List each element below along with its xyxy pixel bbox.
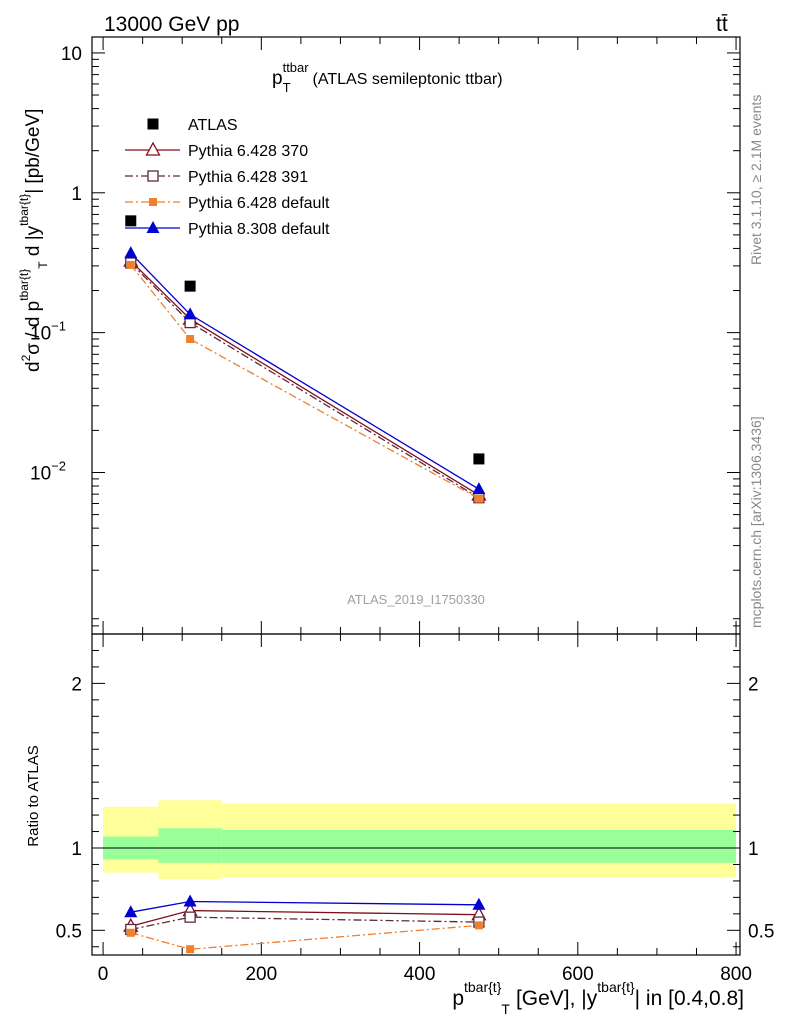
x-tick-label: 800 — [720, 964, 752, 985]
legend-label: ATLAS — [188, 117, 238, 134]
ratio-data-point — [472, 897, 486, 910]
series-3 — [126, 260, 483, 503]
data-point — [125, 215, 137, 227]
main-y-axis-label: d2σ / d ptbar{t}T d |ytbar{t}| [pb/GeV] — [17, 109, 50, 372]
process-label: tt̄ — [716, 13, 728, 36]
ratio-series-layer — [123, 894, 487, 954]
plot-title: pttbar T (ATLAS semileptonic ttbar) — [272, 60, 503, 95]
mcplots-credit-text: mcplots.cern.ch [arXiv:1306.3436] — [748, 416, 764, 628]
x-tick-label: 400 — [404, 964, 436, 985]
data-point — [183, 307, 197, 320]
legend-entry: Pythia 6.428 default — [125, 195, 330, 212]
legend: ATLAS Pythia 6.428 370 Pythia 6.428 391 Pyt… — [125, 117, 330, 238]
main-series-layer — [123, 215, 487, 504]
ratio-series-2 — [126, 921, 483, 954]
ratio-data-point — [126, 928, 135, 937]
rivet-version-text: Rivet 3.1.10, ≥ 2.1M events — [748, 95, 764, 265]
legend-label: Pythia 8.308 default — [188, 221, 330, 238]
y-tick-label: 10 — [61, 44, 82, 65]
ratio-data-point — [183, 894, 197, 907]
ratio-series-3 — [124, 894, 486, 918]
ratio-series-0 — [123, 902, 487, 932]
ratio-y-tick-label-right: 2 — [748, 674, 759, 695]
data-point — [473, 453, 485, 465]
legend-entry: Pythia 8.308 default — [125, 221, 330, 238]
ratio-series-1 — [125, 911, 485, 936]
series-line — [130, 252, 480, 490]
ratio-series-line — [130, 916, 479, 931]
data-point — [126, 260, 135, 269]
ratio-y-axis-label: Ratio to ATLAS — [25, 745, 42, 846]
collision-label: 13000 GeV pp — [104, 13, 239, 36]
x-tick-label: 200 — [245, 964, 277, 985]
main-panel: 10 1 10−1 10−2 pttbar T (ATLAS semileptonic t… — [17, 36, 741, 635]
x-tick-label: 0 — [98, 964, 109, 985]
legend-entry: Pythia 6.428 370 — [125, 141, 308, 160]
ratio-y-tick-label: 1 — [71, 839, 82, 860]
ratio-y-tick-label-right: 0.5 — [748, 921, 774, 942]
data-point — [472, 482, 486, 495]
data-point — [186, 335, 195, 344]
legend-label: Pythia 6.428 370 — [188, 143, 308, 160]
legend-marker — [147, 170, 159, 182]
legend-entry: ATLAS — [147, 117, 238, 134]
legend-label: Pythia 6.428 default — [188, 195, 330, 212]
y-tick-label: 1 — [71, 184, 82, 205]
ratio-data-point — [124, 905, 138, 918]
ratio-y-tick-label: 2 — [71, 674, 82, 695]
ratio-y-tick-label-right: 1 — [748, 839, 759, 860]
analysis-watermark: ATLAS_2019_I1750330 — [347, 592, 485, 607]
legend-label: Pythia 6.428 391 — [188, 169, 308, 186]
ratio-panel: 2 2 1 1 0.5 0.5 0 200 400 600 800 Ratio to ATLAS p… — [25, 633, 774, 1017]
data-point — [184, 280, 196, 292]
x-tick-label: 600 — [562, 964, 594, 985]
legend-marker — [149, 198, 157, 206]
ratio-data-point — [186, 945, 195, 954]
y-tick-label: 10−1 — [30, 319, 66, 345]
legend-entry: Pythia 6.428 391 — [125, 169, 308, 186]
data-point — [474, 494, 483, 503]
main-axis-ticks: 10 1 10−1 10−2 — [30, 37, 740, 635]
ratio-series-line — [130, 924, 479, 950]
uncertainty-band-stat — [221, 829, 737, 863]
legend-marker — [145, 141, 161, 156]
ratio-data-point — [184, 911, 196, 923]
data-point — [124, 246, 138, 259]
ratio-axis-ticks: 2 2 1 1 0.5 0.5 0 200 400 600 800 — [56, 634, 774, 985]
series-1 — [123, 252, 487, 501]
ratio-y-tick-label: 0.5 — [56, 921, 82, 942]
y-tick-label: 10−2 — [30, 458, 66, 484]
legend-marker — [146, 221, 160, 233]
uncertainty-band-stat — [158, 828, 222, 863]
ratio-series-line — [130, 900, 479, 913]
series-4 — [124, 246, 486, 495]
ratio-data-point — [474, 921, 483, 930]
series-line — [130, 260, 480, 496]
series-0 — [125, 215, 485, 465]
ratio-frame — [91, 633, 741, 956]
legend-marker — [147, 118, 159, 130]
ratio-bands — [103, 800, 737, 880]
x-axis-label: ptbar{t}T [GeV], |ytbar{t}| in [0.4,0.8] — [452, 979, 744, 1017]
